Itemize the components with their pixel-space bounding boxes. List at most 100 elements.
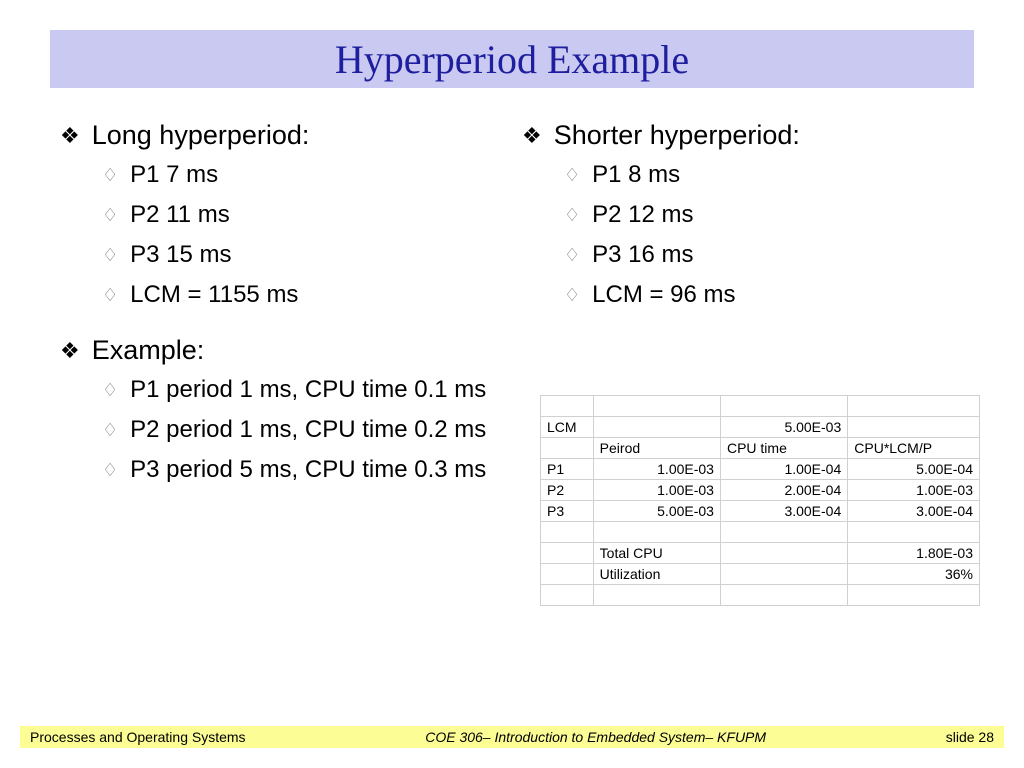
table-cell: 3.00E-04 bbox=[848, 501, 980, 522]
table-cell bbox=[848, 417, 980, 438]
item-text: P1 8 ms bbox=[592, 161, 680, 189]
bullet-main-icon: ❖ bbox=[522, 123, 542, 149]
heading-text: Example: bbox=[92, 335, 205, 366]
table-cell bbox=[848, 522, 980, 543]
bullet-main-icon: ❖ bbox=[60, 123, 80, 149]
table-row: P35.00E-033.00E-043.00E-04 bbox=[541, 501, 980, 522]
item-text: P2 period 1 ms, CPU time 0.2 ms bbox=[130, 416, 486, 444]
table-cell: 1.00E-03 bbox=[593, 480, 720, 501]
sub-item: ♢ P1 8 ms bbox=[564, 161, 984, 189]
footer-left-text: Processes and Operating Systems bbox=[30, 729, 246, 745]
table-row: PeirodCPU timeCPU*LCM/P bbox=[541, 438, 980, 459]
bullet-sub-icon: ♢ bbox=[564, 285, 580, 306]
footer-bar: Processes and Operating Systems COE 306–… bbox=[20, 726, 1004, 748]
table-cell: 36% bbox=[848, 564, 980, 585]
bullet-sub-icon: ♢ bbox=[102, 380, 118, 401]
table-cell: P3 bbox=[541, 501, 594, 522]
sub-item: ♢ P2 12 ms bbox=[564, 201, 984, 229]
table-cell: 3.00E-04 bbox=[720, 501, 847, 522]
bullet-sub-icon: ♢ bbox=[102, 285, 118, 306]
slide-title: Hyperperiod Example bbox=[335, 36, 689, 83]
item-text: P3 period 5 ms, CPU time 0.3 ms bbox=[130, 456, 486, 484]
table-cell bbox=[541, 543, 594, 564]
item-text: P3 15 ms bbox=[130, 241, 231, 269]
bullet-sub-icon: ♢ bbox=[102, 460, 118, 481]
table-cell: 1.80E-03 bbox=[848, 543, 980, 564]
bullet-sub-icon: ♢ bbox=[564, 245, 580, 266]
cpu-utilization-table: LCM5.00E-03PeirodCPU timeCPU*LCM/PP11.00… bbox=[540, 395, 980, 606]
table-cell: P2 bbox=[541, 480, 594, 501]
table-cell: CPU*LCM/P bbox=[848, 438, 980, 459]
table-cell bbox=[720, 564, 847, 585]
sub-item: ♢ P3 15 ms bbox=[102, 241, 522, 269]
table-cell bbox=[720, 543, 847, 564]
table-cell bbox=[848, 585, 980, 606]
table-cell bbox=[541, 522, 594, 543]
table-cell: Peirod bbox=[593, 438, 720, 459]
table-cell bbox=[541, 564, 594, 585]
table-cell bbox=[720, 585, 847, 606]
table-cell bbox=[541, 438, 594, 459]
sub-item: ♢ P3 period 5 ms, CPU time 0.3 ms bbox=[102, 456, 522, 484]
title-bar: Hyperperiod Example bbox=[50, 30, 974, 88]
table-cell: P1 bbox=[541, 459, 594, 480]
table-cell bbox=[593, 396, 720, 417]
footer-middle-text: COE 306– Introduction to Embedded System… bbox=[246, 729, 946, 745]
heading-text: Shorter hyperperiod: bbox=[554, 120, 800, 151]
table-cell: 1.00E-03 bbox=[848, 480, 980, 501]
table-cell bbox=[593, 417, 720, 438]
heading-text: Long hyperperiod: bbox=[92, 120, 310, 151]
item-text: P2 11 ms bbox=[130, 201, 230, 229]
bullet-sub-icon: ♢ bbox=[564, 165, 580, 186]
table-cell: 5.00E-03 bbox=[593, 501, 720, 522]
bullet-example: ❖ Example: bbox=[60, 335, 522, 366]
bullet-sub-icon: ♢ bbox=[102, 165, 118, 186]
table-row: P11.00E-031.00E-045.00E-04 bbox=[541, 459, 980, 480]
table-row bbox=[541, 522, 980, 543]
table-cell: 2.00E-04 bbox=[720, 480, 847, 501]
footer-right-text: slide 28 bbox=[946, 729, 994, 745]
sub-item: ♢ P3 16 ms bbox=[564, 241, 984, 269]
table-cell bbox=[541, 585, 594, 606]
table-cell: 5.00E-04 bbox=[848, 459, 980, 480]
table-cell bbox=[720, 522, 847, 543]
table-row: Total CPU 1.80E-03 bbox=[541, 543, 980, 564]
table-row bbox=[541, 585, 980, 606]
left-column: ❖ Long hyperperiod: ♢ P1 7 ms ♢ P2 11 ms ♢… bbox=[60, 120, 522, 496]
table-cell bbox=[593, 585, 720, 606]
item-text: P3 16 ms bbox=[592, 241, 693, 269]
sub-item: ♢ P1 7 ms bbox=[102, 161, 522, 189]
table-cell bbox=[720, 396, 847, 417]
sub-item: ♢ P2 11 ms bbox=[102, 201, 522, 229]
item-text: P2 12 ms bbox=[592, 201, 693, 229]
table-row: Utilization 36% bbox=[541, 564, 980, 585]
bullet-sub-icon: ♢ bbox=[564, 205, 580, 226]
table-cell: 1.00E-03 bbox=[593, 459, 720, 480]
table-row: LCM 5.00E-03 bbox=[541, 417, 980, 438]
bullet-sub-icon: ♢ bbox=[102, 245, 118, 266]
bullet-main-icon: ❖ bbox=[60, 338, 80, 364]
table-row bbox=[541, 396, 980, 417]
item-text: P1 period 1 ms, CPU time 0.1 ms bbox=[130, 376, 486, 404]
table-cell bbox=[541, 396, 594, 417]
sub-item: ♢ LCM = 1155 ms bbox=[102, 281, 522, 309]
table-cell: Utilization bbox=[593, 564, 720, 585]
table-cell bbox=[593, 522, 720, 543]
item-text: LCM = 96 ms bbox=[592, 281, 735, 309]
table-cell: 5.00E-03 bbox=[720, 417, 847, 438]
data-table-container: LCM5.00E-03PeirodCPU timeCPU*LCM/PP11.00… bbox=[540, 395, 980, 606]
table-cell: Total CPU bbox=[593, 543, 720, 564]
sub-item: ♢ P2 period 1 ms, CPU time 0.2 ms bbox=[102, 416, 522, 444]
table-cell: LCM bbox=[541, 417, 594, 438]
sub-item: ♢ P1 period 1 ms, CPU time 0.1 ms bbox=[102, 376, 522, 404]
bullet-long-hyperperiod: ❖ Long hyperperiod: bbox=[60, 120, 522, 151]
item-text: P1 7 ms bbox=[130, 161, 218, 189]
table-row: P21.00E-032.00E-041.00E-03 bbox=[541, 480, 980, 501]
table-cell: 1.00E-04 bbox=[720, 459, 847, 480]
bullet-sub-icon: ♢ bbox=[102, 420, 118, 441]
table-cell: CPU time bbox=[720, 438, 847, 459]
bullet-shorter-hyperperiod: ❖ Shorter hyperperiod: bbox=[522, 120, 984, 151]
bullet-sub-icon: ♢ bbox=[102, 205, 118, 226]
sub-item: ♢ LCM = 96 ms bbox=[564, 281, 984, 309]
item-text: LCM = 1155 ms bbox=[130, 281, 298, 309]
